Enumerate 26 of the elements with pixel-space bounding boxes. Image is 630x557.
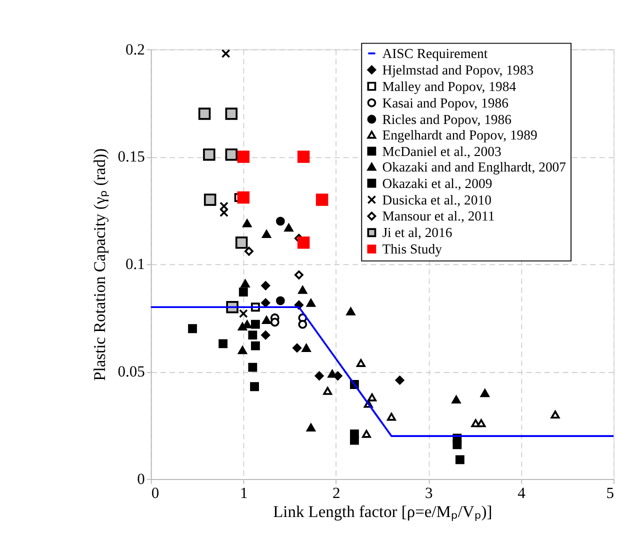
legend-label: Mansour et al., 2011 <box>382 208 495 224</box>
x-axis-title: Link Length factor [ρ=e/Mₚ/Vₚ)] <box>273 502 492 521</box>
x-tick-label: 3 <box>425 484 434 502</box>
y-axis-title: Plastic Rotation Capacity (γₚ (rad)) <box>90 148 109 381</box>
legend-label: Hjelmstad and Popov, 1983 <box>382 62 534 78</box>
y-tick-label: 0.15 <box>118 148 146 166</box>
x-tick-label: 2 <box>332 484 340 502</box>
x-tick-label: 0 <box>151 484 160 502</box>
legend-label: Kasai and Popov, 1986 <box>382 95 509 110</box>
legend-label: Engelhardt and Popov, 1989 <box>382 127 538 142</box>
y-tick-label: 0.2 <box>126 41 145 58</box>
legend-label: McDaniel et al., 2003 <box>382 144 502 159</box>
legend-label: Dusicka et al., 2010 <box>382 192 492 208</box>
legend-label: AISC Requirement <box>382 46 488 61</box>
legend-label: Ji et al, 2016 <box>382 225 452 240</box>
x-tick-label: 4 <box>518 484 526 502</box>
legend-label: Ricles and Popov, 1986 <box>382 112 512 127</box>
y-tick-label: 0.05 <box>118 364 146 381</box>
x-tick-label: 1 <box>240 484 248 502</box>
legend-label: Malley and Popov, 1984 <box>382 78 516 94</box>
legend-label: This Study <box>382 242 442 257</box>
legend-label: Okazaki and and Englhardt, 2007 <box>382 159 566 174</box>
y-tick-label: 0 <box>137 471 146 488</box>
y-tick-label: 0.1 <box>126 256 145 274</box>
x-tick-label: 5 <box>606 484 614 502</box>
legend-label: Okazaki et al., 2009 <box>382 176 492 191</box>
